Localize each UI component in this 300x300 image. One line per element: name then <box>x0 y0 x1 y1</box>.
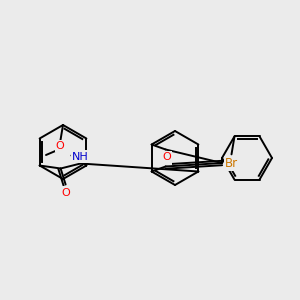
Text: Br: Br <box>225 157 238 170</box>
Text: O: O <box>162 152 171 163</box>
Text: NH: NH <box>72 152 89 161</box>
Text: O: O <box>56 141 64 151</box>
Text: N: N <box>162 154 171 164</box>
Text: O: O <box>61 188 70 197</box>
